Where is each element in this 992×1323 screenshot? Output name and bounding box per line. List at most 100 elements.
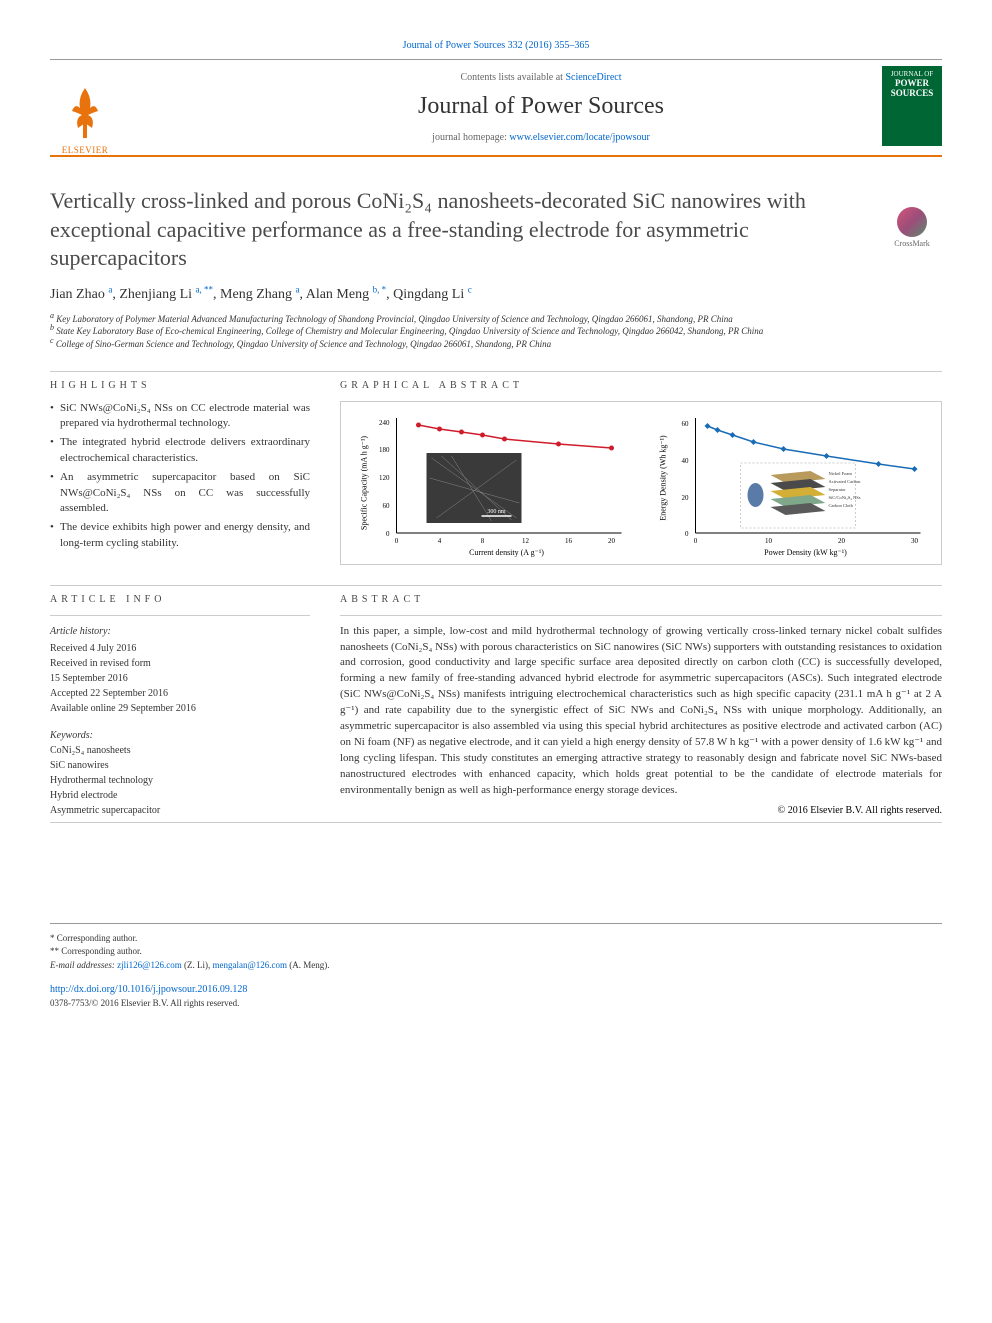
author: Zhenjiang Li a, ** <box>119 287 213 302</box>
svg-text:10: 10 <box>765 537 773 545</box>
svg-text:60: 60 <box>682 420 690 428</box>
history-line: Available online 29 September 2016 <box>50 701 310 716</box>
journal-reference: Journal of Power Sources 332 (2016) 355–… <box>50 40 942 51</box>
ga-right-chart: 0 20 40 60 0 10 20 30 Energy Density (Wh… <box>646 408 935 558</box>
svg-text:40: 40 <box>682 457 690 465</box>
history-line: 15 September 2016 <box>50 671 310 686</box>
svg-text:8: 8 <box>481 537 485 545</box>
keyword: CoNi₂S₄ nanosheets <box>50 743 310 758</box>
homepage-link[interactable]: www.elsevier.com/locate/jpowsour <box>509 132 649 143</box>
affiliation: b State Key Laboratory Base of Eco-chemi… <box>50 325 942 338</box>
svg-text:4: 4 <box>438 537 442 545</box>
author-aff-link[interactable]: c <box>468 284 472 294</box>
journal-cover-thumbnail[interactable]: JOURNAL OF POWER SOURCES <box>882 66 942 146</box>
history-line: Received 4 July 2016 <box>50 641 310 656</box>
keyword: SiC nanowires <box>50 758 310 773</box>
author-aff-link[interactable]: b, * <box>373 284 387 294</box>
affiliations: a Key Laboratory of Polymer Material Adv… <box>50 313 942 351</box>
svg-text:Energy Density (Wh kg⁻¹): Energy Density (Wh kg⁻¹) <box>659 435 668 521</box>
homepage-prefix: journal homepage: <box>432 132 509 143</box>
email-name: (Z. Li) <box>184 960 208 970</box>
svg-text:Current density (A g⁻¹): Current density (A g⁻¹) <box>469 548 544 557</box>
corresponding-author-2: ** Corresponding author. <box>50 945 942 959</box>
highlight-item: SiC NWs@CoNi₂S₄ NSs on CC electrode mate… <box>50 401 310 432</box>
svg-text:0: 0 <box>395 537 399 545</box>
highlight-item: An asymmetric supercapacitor based on Si… <box>50 470 310 516</box>
author-aff-link[interactable]: a, ** <box>196 284 214 294</box>
author: Meng Zhang a <box>220 287 299 302</box>
svg-text:Nickel Foam: Nickel Foam <box>829 471 853 476</box>
doi: http://dx.doi.org/10.1016/j.jpowsour.201… <box>50 982 942 997</box>
highlights-list: SiC NWs@CoNi₂S₄ NSs on CC electrode mate… <box>50 401 310 552</box>
divider <box>50 822 942 823</box>
keyword: Asymmetric supercapacitor <box>50 803 310 818</box>
article-history: Article history: Received 4 July 2016Rec… <box>50 624 310 716</box>
journal-homepage: journal homepage: www.elsevier.com/locat… <box>140 132 942 143</box>
graphical-abstract: 0 60 120 180 240 0 4 8 12 16 20 Spe <box>340 401 942 565</box>
svg-text:SiC/CoNi₂S₄ NSs: SiC/CoNi₂S₄ NSs <box>829 495 861 500</box>
keywords-section: Keywords: CoNi₂S₄ nanosheetsSiC nanowire… <box>50 728 310 818</box>
author: Qingdang Li c <box>393 287 472 302</box>
svg-text:0: 0 <box>685 530 689 538</box>
svg-text:20: 20 <box>608 537 616 545</box>
author: Alan Meng b, * <box>306 287 386 302</box>
sciencedirect-link[interactable]: ScienceDirect <box>565 72 621 83</box>
elsevier-logo[interactable]: ELSEVIER <box>50 70 120 155</box>
crossmark-badge[interactable]: CrossMark <box>882 207 942 248</box>
history-line: Accepted 22 September 2016 <box>50 686 310 701</box>
crossmark-label: CrossMark <box>894 239 930 248</box>
highlight-item: The integrated hybrid electrode delivers… <box>50 435 310 466</box>
keyword: Hydrothermal technology <box>50 773 310 788</box>
keyword: Hybrid electrode <box>50 788 310 803</box>
graphical-abstract-header: GRAPHICAL ABSTRACT <box>340 380 942 391</box>
corresponding-author-1: * Corresponding author. <box>50 932 942 946</box>
svg-text:16: 16 <box>565 537 573 545</box>
svg-text:180: 180 <box>379 446 390 454</box>
abstract-text: In this paper, a simple, low-cost and mi… <box>340 624 942 799</box>
cover-top-label: JOURNAL OF <box>886 70 938 78</box>
email-link[interactable]: mengalan@126.com <box>212 960 287 970</box>
issn-copyright: 0378-7753/© 2016 Elsevier B.V. All right… <box>50 997 942 1011</box>
footer: * Corresponding author. ** Corresponding… <box>50 923 942 1011</box>
divider <box>50 615 310 616</box>
highlight-item: The device exhibits high power and energ… <box>50 520 310 551</box>
copyright: © 2016 Elsevier B.V. All rights reserved… <box>340 805 942 816</box>
elsevier-tree-icon <box>60 83 110 143</box>
keywords-label: Keywords: <box>50 728 310 743</box>
svg-text:0: 0 <box>694 537 698 545</box>
affiliation: a Key Laboratory of Polymer Material Adv… <box>50 313 942 326</box>
svg-text:Activated Carbon: Activated Carbon <box>829 479 862 484</box>
affiliation: c College of Sino-German Science and Tec… <box>50 338 942 351</box>
email-addresses: E-mail addresses: zjli126@126.com (Z. Li… <box>50 959 942 973</box>
divider <box>50 585 942 586</box>
journal-name: Journal of Power Sources <box>140 93 942 120</box>
svg-text:240: 240 <box>379 419 390 427</box>
svg-text:20: 20 <box>682 494 690 502</box>
svg-text:300 nm: 300 nm <box>487 509 506 515</box>
email-name: (A. Meng) <box>289 960 327 970</box>
email-link[interactable]: zjli126@126.com <box>117 960 182 970</box>
svg-text:Carbon Cloth: Carbon Cloth <box>829 503 854 508</box>
divider <box>50 371 942 372</box>
divider <box>340 615 942 616</box>
svg-text:Specific Capacity (mA h g⁻¹): Specific Capacity (mA h g⁻¹) <box>360 435 369 529</box>
doi-link[interactable]: http://dx.doi.org/10.1016/j.jpowsour.201… <box>50 984 247 995</box>
svg-text:12: 12 <box>522 537 530 545</box>
svg-text:20: 20 <box>838 537 846 545</box>
article-title: Vertically cross-linked and porous CoNi₂… <box>50 187 942 273</box>
svg-text:Power Density (kW kg⁻¹): Power Density (kW kg⁻¹) <box>764 548 847 557</box>
svg-text:120: 120 <box>379 474 390 482</box>
ga-left-chart: 0 60 120 180 240 0 4 8 12 16 20 Spe <box>347 408 636 558</box>
author-aff-link[interactable]: a <box>295 284 299 294</box>
contents-prefix: Contents lists available at <box>460 72 565 83</box>
svg-text:60: 60 <box>383 502 391 510</box>
history-line: Received in revised form <box>50 656 310 671</box>
email-label: E-mail addresses: <box>50 960 117 970</box>
author-list: Jian Zhao a, Zhenjiang Li a, **, Meng Zh… <box>50 287 942 303</box>
contents-available: Contents lists available at ScienceDirec… <box>140 72 942 83</box>
publisher-name: ELSEVIER <box>62 145 109 155</box>
article-history-label: Article history: <box>50 624 310 639</box>
crossmark-icon <box>897 207 927 237</box>
author-aff-link[interactable]: a <box>108 284 112 294</box>
svg-text:Separator: Separator <box>829 487 847 492</box>
